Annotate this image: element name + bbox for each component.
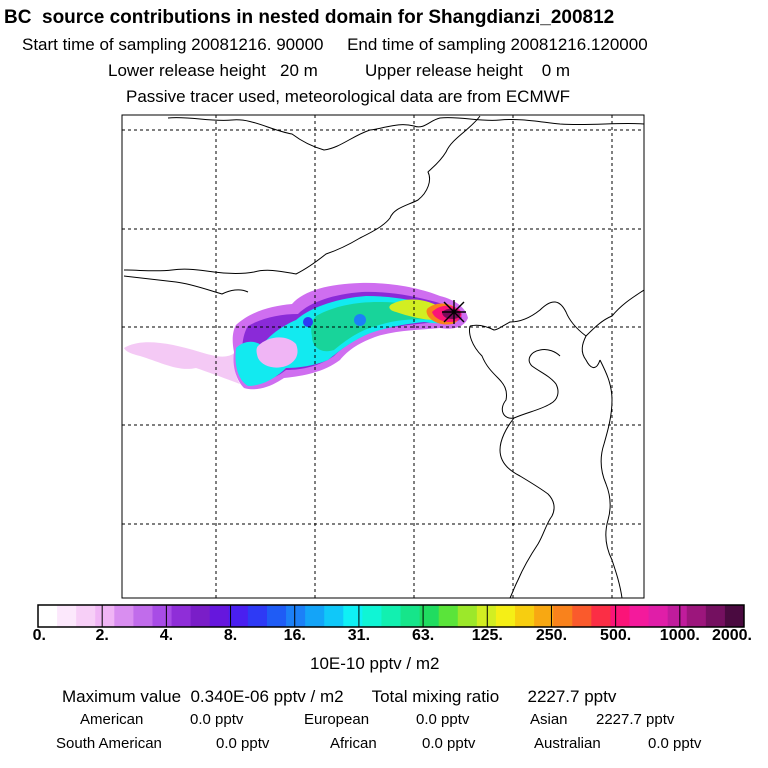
colorbar-tick-label: 250.: [535, 627, 568, 644]
coast-korea: [599, 359, 623, 598]
sampling-time-line: Start time of sampling 20081216. 90000 E…: [22, 35, 648, 54]
region-name-south-american: South American: [56, 735, 162, 752]
colorbar-swatch: [476, 605, 497, 627]
colorbar: [38, 605, 745, 627]
colorbar-tick-label: 1000.: [659, 627, 700, 644]
max-value-line: Maximum value 0.340E-06 pptv / m2 Total …: [62, 687, 617, 706]
colorbar-swatch: [38, 605, 58, 627]
colorbar-tick-label: 500.: [600, 627, 632, 644]
map-title: BC source contributions in nested domain…: [4, 7, 615, 28]
colorbar-tick-label: 63.: [411, 627, 435, 644]
colorbar-swatch: [209, 605, 230, 627]
gridlines: [122, 115, 644, 598]
region-name-african: African: [330, 735, 377, 752]
colorbar-swatch: [305, 605, 325, 627]
colorbar-frame: [37, 604, 745, 628]
colorbar-swatch: [152, 605, 173, 627]
map-area: [122, 115, 644, 598]
border-west-mongolia: [123, 275, 249, 295]
colorbar-swatch: [228, 605, 249, 627]
colorbar-swatch: [114, 605, 134, 627]
colorbar-swatch: [534, 605, 554, 627]
colorbar-swatch: [171, 605, 192, 627]
colorbar-swatch: [57, 605, 77, 627]
colorbar-swatch: [495, 605, 516, 627]
region-name-australian: Australian: [534, 735, 601, 752]
region-value-european: 0.0 pptv: [416, 711, 470, 728]
colorbar-tick-label: 4.: [159, 627, 174, 644]
coast-bohai: [469, 325, 561, 419]
coast-east: [469, 289, 644, 337]
border-north: [167, 117, 644, 151]
colorbar-tick-label: 31.: [347, 627, 371, 644]
colorbar-swatch: [457, 605, 478, 627]
colorbar-tick-label: 8.: [223, 627, 238, 644]
plume-hole: [256, 337, 298, 368]
plume-cyan-blob: [354, 314, 366, 326]
colorbar-swatch: [76, 605, 96, 627]
colorbar-swatch: [591, 605, 611, 627]
receptor-site-marker: [442, 300, 466, 324]
region-value-african: 0.0 pptv: [422, 735, 476, 752]
colorbar-swatch: [362, 605, 382, 627]
colorbar-tick-label: 0.: [32, 627, 47, 644]
colorbar-swatch: [438, 605, 459, 627]
colorbar-swatch: [724, 605, 745, 627]
colorbar-swatch: [667, 605, 688, 627]
colorbar-swatch: [381, 605, 402, 627]
colorbar-swatch: [190, 605, 211, 627]
coast-shandong: [499, 417, 555, 598]
colorbar-units: 10E-10 pptv / m2: [310, 654, 440, 673]
colorbar-swatch: [572, 605, 592, 627]
colorbar-tick-label: 2.: [95, 627, 109, 644]
concentration-plume: [124, 282, 468, 390]
region-name-american: American: [80, 711, 144, 728]
colorbar-swatch: [648, 605, 669, 627]
region-name-asian: Asian: [530, 711, 568, 728]
map-frame: [121, 114, 645, 599]
region-name-european: European: [304, 711, 370, 728]
border-northeast: [123, 115, 481, 275]
colorbar-swatch: [686, 605, 707, 627]
plume-blue-blob: [303, 317, 313, 327]
region-value-asian: 2227.7 pptv: [596, 711, 675, 728]
region-value-south-american: 0.0 pptv: [216, 735, 270, 752]
colorbar-swatch: [419, 605, 440, 627]
colorbar-swatch: [286, 605, 306, 627]
colorbar-swatch: [705, 605, 726, 627]
colorbar-swatch: [266, 605, 287, 627]
region-value-american: 0.0 pptv: [190, 711, 244, 728]
colorbar-swatch: [610, 605, 631, 627]
colorbar-swatch: [553, 605, 573, 627]
colorbar-tick-label: 125.: [471, 627, 503, 644]
region-value-australian: 0.0 pptv: [648, 735, 702, 752]
colorbar-swatch: [247, 605, 268, 627]
tracer-info-line: Passive tracer used, meteorological data…: [126, 87, 571, 106]
colorbar-swatch: [133, 605, 153, 627]
colorbar-swatch: [515, 605, 535, 627]
plume-faint-tail: [124, 342, 240, 384]
colorbar-tick-label: 2000.: [711, 627, 753, 644]
colorbar-swatch: [95, 605, 115, 627]
colorbar-swatch: [400, 605, 421, 627]
coast-liaodong: [581, 335, 601, 368]
colorbar-swatch: [343, 605, 363, 627]
colorbar-tick-label: 16.: [283, 627, 306, 644]
release-height-line: Lower release height 20 m Upper release …: [108, 61, 571, 80]
colorbar-swatch: [629, 605, 650, 627]
colorbar-swatch: [324, 605, 344, 627]
